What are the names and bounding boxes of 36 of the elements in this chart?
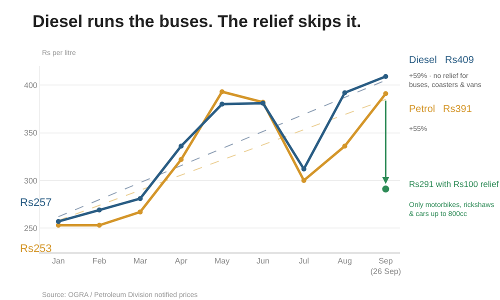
- annotation: Rs253: [20, 243, 52, 255]
- point: [342, 144, 348, 149]
- y-tick-label: 400: [24, 80, 38, 90]
- text: Petrol: [409, 104, 436, 115]
- point: [138, 196, 143, 202]
- point: [178, 156, 184, 162]
- annotation: Rs291 with Rs100 relief: [409, 179, 500, 189]
- point: [342, 90, 348, 96]
- y-tick-label: 350: [24, 128, 38, 138]
- x-tick-label: Jan: [52, 256, 65, 266]
- y-tick-label: 300: [24, 176, 38, 186]
- x-tick-label: May: [214, 256, 230, 266]
- x-tick-label: Jul: [298, 256, 310, 266]
- x-tick-label: Feb: [92, 256, 107, 266]
- point: [138, 209, 143, 214]
- text: Rs409: [445, 55, 474, 66]
- point: [178, 144, 184, 149]
- point: [56, 218, 61, 224]
- point: [96, 208, 102, 213]
- point: [383, 91, 388, 96]
- x-tick-label: Sep (26 Sep): [370, 256, 402, 276]
- point: [220, 89, 225, 94]
- x-tick-label: Aug: [338, 256, 352, 266]
- x-tick-label: Mar: [133, 256, 148, 266]
- chart-title: Diesel runs the buses. The relief skips it.: [32, 12, 362, 31]
- point: [220, 102, 225, 107]
- x-tick-label: Apr: [174, 256, 188, 266]
- text: Diesel: [409, 55, 437, 66]
- text: Rs391: [443, 104, 472, 115]
- x-tick-label: Jun: [256, 256, 270, 266]
- y-tick-label: 250: [24, 224, 38, 233]
- point: [301, 178, 306, 183]
- point: [383, 74, 388, 79]
- point: [96, 222, 102, 228]
- annotation: Rs257: [20, 197, 52, 209]
- point: [382, 186, 390, 193]
